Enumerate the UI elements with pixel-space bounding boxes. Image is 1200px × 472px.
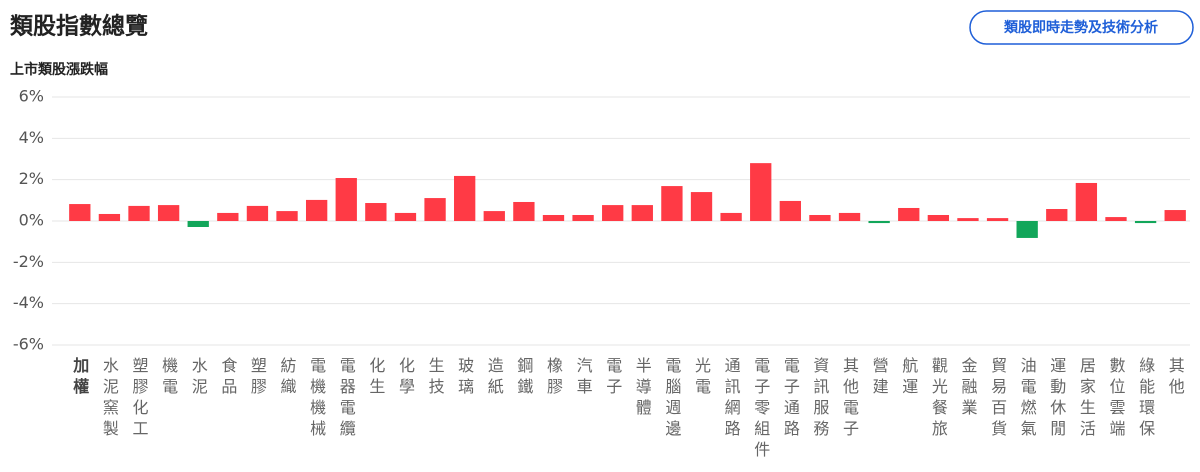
x-tick-label: 電子通路	[781, 357, 800, 441]
x-tick-label: 航運	[899, 357, 918, 399]
x-tick-label: 塑膠	[248, 357, 267, 399]
x-tick-label: 水泥	[189, 357, 208, 399]
x-tick-label: 汽車	[574, 357, 593, 399]
chart-subtitle: 上市類股漲跌幅	[10, 61, 108, 78]
bar	[631, 205, 653, 221]
bar	[750, 163, 772, 221]
x-tick-label: 塑膠化工	[130, 357, 149, 441]
bar	[1134, 221, 1157, 224]
bar	[809, 215, 831, 221]
y-tick-label: -2%	[13, 252, 44, 271]
x-tick-label: 紡織	[278, 357, 297, 399]
bar	[1075, 182, 1098, 221]
bar	[157, 205, 180, 221]
x-tick-label: 半導體	[633, 357, 652, 420]
x-tick-label: 加權	[70, 357, 90, 399]
bar	[661, 186, 683, 221]
x-tick-label: 電子零組件	[751, 357, 770, 462]
bar	[927, 215, 950, 221]
bar	[690, 192, 713, 221]
bar	[424, 198, 446, 221]
bar	[454, 175, 476, 221]
bar	[187, 221, 209, 227]
bar	[1016, 221, 1038, 238]
bar	[69, 204, 91, 221]
x-tick-label: 其他	[1166, 357, 1185, 399]
x-tick-label: 光電	[692, 357, 711, 399]
x-tick-label: 玻璃	[455, 357, 474, 399]
bar	[513, 201, 535, 221]
bar	[394, 212, 417, 221]
bar	[779, 200, 801, 221]
bar	[335, 178, 357, 221]
y-tick-label: -4%	[13, 293, 44, 312]
bar	[720, 212, 742, 221]
x-tick-label: 其他電子	[840, 357, 859, 441]
y-tick-label: 4%	[19, 128, 44, 147]
x-tick-label: 資訊服務	[810, 357, 829, 441]
y-tick-label: 6%	[19, 87, 44, 106]
x-tick-label: 機電	[159, 357, 178, 399]
button[interactable]: 類股即時走勢及技術分析	[969, 10, 1194, 45]
x-tick-label: 營建	[870, 357, 889, 399]
x-tick-label: 造紙	[485, 357, 504, 399]
x-tick-label: 化學	[396, 357, 415, 399]
x-tick-label: 水泥窯製	[100, 357, 119, 441]
x-tick-label: 電機機械	[307, 357, 326, 441]
x-tick-label: 綠能環保	[1136, 357, 1155, 441]
bar	[217, 212, 239, 221]
x-tick-label: 電子	[603, 357, 622, 399]
button-label[interactable]: 類股即時走勢及技術分析	[1003, 19, 1158, 36]
x-tick-label: 運動休閒	[1047, 357, 1066, 441]
bar	[305, 199, 328, 221]
x-tick-label: 鋼鐵	[514, 357, 533, 399]
bar	[1046, 209, 1068, 221]
y-tick-label: -6%	[13, 335, 44, 354]
bar	[1105, 217, 1127, 221]
x-tick-label: 數位雲端	[1106, 357, 1125, 441]
bar	[276, 211, 298, 221]
bar	[838, 212, 861, 221]
x-tick-label: 油電燃氣	[1018, 357, 1037, 441]
y-tick-label: 0%	[19, 211, 44, 230]
bar	[868, 221, 890, 224]
x-tick-label: 觀光餐旅	[929, 357, 948, 441]
bar	[986, 218, 1009, 221]
bar	[602, 205, 624, 221]
chart-title: 類股指數總覽	[10, 13, 148, 40]
bar	[542, 215, 565, 221]
bar	[572, 215, 594, 221]
x-tick-label: 生技	[426, 357, 445, 399]
x-tick-label: 電腦週邊	[662, 357, 681, 441]
bar	[246, 205, 269, 221]
x-tick-label: 食品	[218, 357, 237, 399]
x-tick-label: 貿易百貨	[988, 357, 1007, 441]
x-tick-label: 化生	[366, 357, 385, 399]
x-tick-label: 金融業	[958, 357, 977, 420]
y-tick-label: 2%	[19, 169, 44, 188]
x-tick-label: 橡膠	[544, 357, 563, 399]
bar	[483, 211, 505, 221]
bar	[128, 205, 150, 221]
bar	[957, 218, 979, 221]
bar	[365, 203, 387, 221]
bar	[98, 213, 121, 221]
bar	[1164, 210, 1186, 221]
button-frame[interactable]	[969, 10, 1194, 45]
x-tick-label: 通訊網路	[722, 357, 741, 441]
x-tick-label: 居家生活	[1077, 357, 1096, 441]
bar	[898, 207, 920, 221]
x-tick-label: 電器電纜	[337, 357, 356, 441]
